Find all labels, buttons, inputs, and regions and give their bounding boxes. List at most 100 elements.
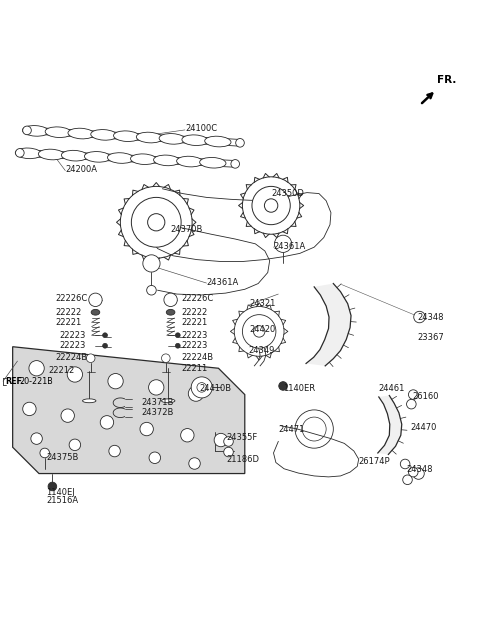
Text: 26160: 26160: [412, 392, 439, 401]
Circle shape: [103, 333, 108, 338]
Ellipse shape: [166, 309, 175, 315]
Circle shape: [253, 326, 265, 337]
Text: 22224B: 22224B: [181, 353, 214, 362]
Text: 24349: 24349: [249, 346, 275, 355]
Text: 24375B: 24375B: [46, 453, 79, 462]
Ellipse shape: [68, 128, 94, 139]
Text: 22224B: 22224B: [56, 353, 88, 362]
Circle shape: [175, 333, 180, 338]
Text: 22226C: 22226C: [56, 294, 88, 303]
Text: 22226C: 22226C: [181, 294, 214, 303]
Circle shape: [408, 390, 418, 399]
Circle shape: [61, 409, 74, 422]
Ellipse shape: [91, 309, 100, 315]
Circle shape: [407, 399, 416, 409]
Circle shape: [100, 416, 114, 429]
Text: 22223: 22223: [59, 331, 85, 340]
Text: 22223: 22223: [59, 342, 85, 350]
Circle shape: [23, 402, 36, 416]
Circle shape: [188, 386, 204, 401]
Text: 24371B: 24371B: [142, 398, 174, 407]
Text: 1140ER: 1140ER: [283, 384, 315, 393]
Circle shape: [86, 354, 95, 363]
Circle shape: [29, 361, 44, 376]
Circle shape: [69, 439, 81, 450]
Text: FR.: FR.: [437, 75, 456, 85]
Circle shape: [242, 315, 276, 348]
Ellipse shape: [91, 130, 117, 140]
Ellipse shape: [200, 158, 226, 168]
Circle shape: [108, 373, 123, 389]
Text: 24355F: 24355F: [227, 433, 258, 442]
Text: 22212: 22212: [48, 366, 75, 375]
Circle shape: [109, 445, 120, 457]
Text: 24361A: 24361A: [274, 242, 306, 251]
Circle shape: [103, 343, 108, 348]
Ellipse shape: [161, 399, 175, 403]
Text: 24461: 24461: [379, 384, 405, 393]
Circle shape: [236, 139, 244, 147]
Circle shape: [48, 482, 57, 491]
Circle shape: [403, 475, 412, 485]
Ellipse shape: [38, 149, 65, 160]
Ellipse shape: [159, 134, 185, 144]
Circle shape: [149, 452, 160, 464]
Ellipse shape: [83, 399, 96, 403]
Text: 24470: 24470: [410, 423, 436, 432]
Circle shape: [89, 293, 102, 307]
Ellipse shape: [131, 154, 157, 165]
Text: 1140EJ: 1140EJ: [46, 488, 75, 497]
Ellipse shape: [136, 132, 163, 143]
Text: 24372B: 24372B: [142, 408, 174, 417]
Circle shape: [191, 377, 212, 398]
Ellipse shape: [15, 148, 42, 158]
Text: 22221: 22221: [56, 318, 82, 328]
Circle shape: [147, 286, 156, 295]
Text: 22223: 22223: [181, 331, 208, 340]
Text: 24361A: 24361A: [206, 277, 239, 287]
Circle shape: [400, 459, 410, 469]
Ellipse shape: [45, 127, 72, 137]
Text: 26174P: 26174P: [359, 457, 390, 466]
Text: 24348: 24348: [407, 465, 433, 474]
Circle shape: [40, 448, 49, 458]
Circle shape: [149, 380, 164, 395]
Circle shape: [189, 458, 200, 469]
Circle shape: [143, 255, 160, 272]
Text: 23367: 23367: [417, 333, 444, 342]
Circle shape: [224, 437, 233, 446]
Circle shape: [180, 429, 194, 442]
Circle shape: [231, 160, 240, 168]
Ellipse shape: [177, 156, 203, 167]
Text: 24350D: 24350D: [271, 189, 304, 198]
Text: 24348: 24348: [417, 314, 444, 322]
Text: 24100C: 24100C: [185, 125, 217, 134]
Circle shape: [148, 214, 165, 231]
Text: 24471: 24471: [278, 425, 305, 434]
Circle shape: [214, 433, 228, 446]
Ellipse shape: [204, 136, 231, 147]
Polygon shape: [12, 347, 245, 474]
Circle shape: [414, 311, 425, 323]
Ellipse shape: [23, 125, 48, 136]
Text: 22221: 22221: [181, 318, 208, 328]
Circle shape: [140, 422, 154, 436]
Circle shape: [15, 149, 24, 157]
Polygon shape: [378, 396, 402, 454]
Circle shape: [67, 367, 83, 382]
Circle shape: [175, 343, 180, 348]
Circle shape: [264, 199, 278, 212]
Circle shape: [132, 197, 181, 247]
Text: 24420: 24420: [250, 325, 276, 334]
Ellipse shape: [154, 155, 180, 166]
Text: 21516A: 21516A: [46, 496, 78, 506]
Text: 22211: 22211: [181, 364, 208, 373]
Circle shape: [224, 447, 233, 457]
Text: 22223: 22223: [181, 342, 208, 350]
Text: 22222: 22222: [181, 308, 208, 317]
Circle shape: [279, 382, 288, 391]
Text: REF.: REF.: [5, 377, 24, 385]
Circle shape: [197, 383, 206, 392]
Text: 22222: 22222: [56, 308, 82, 317]
Circle shape: [413, 468, 424, 480]
